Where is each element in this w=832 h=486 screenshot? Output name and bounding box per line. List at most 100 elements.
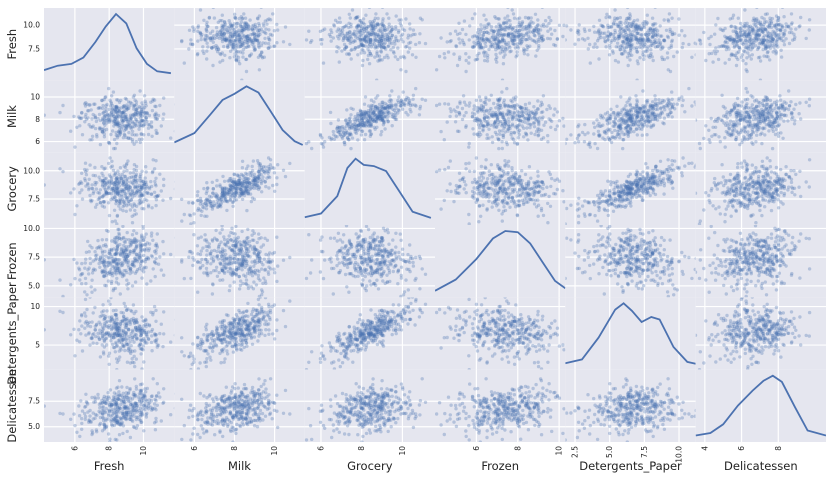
scatter-point [771, 37, 775, 41]
scatter-point [140, 107, 144, 112]
scatter-point [233, 16, 238, 21]
scatter-point [498, 28, 502, 32]
scatter-point [362, 138, 367, 142]
scatter-point [240, 30, 244, 34]
scatter-point [500, 27, 504, 31]
scatter-point [695, 42, 698, 46]
scatter-point [133, 208, 137, 213]
scatter-point [140, 109, 144, 114]
scatter-point [235, 21, 240, 26]
scatter-point [608, 117, 613, 121]
scatter-point [496, 46, 500, 50]
scatter-point [597, 36, 601, 41]
scatter-point [771, 29, 775, 33]
scatter-point [139, 113, 143, 118]
scatter-point [245, 186, 250, 190]
scatter-point [134, 164, 139, 169]
scatter-point [764, 95, 769, 100]
scatter-point [494, 110, 498, 115]
scatter-point [120, 111, 125, 115]
scatter-point [507, 24, 512, 29]
scatter-point [235, 35, 239, 40]
scatter-point [112, 108, 116, 113]
scatter-point [373, 118, 377, 122]
scatter-point [501, 37, 505, 41]
scatter-point [533, 132, 537, 137]
scatter-point [265, 176, 269, 180]
scatter-point [761, 36, 765, 40]
scatter-point [352, 32, 356, 37]
scatter-point [506, 14, 510, 18]
scatter-point [747, 116, 752, 120]
scatter-point [108, 181, 112, 186]
scatter-point [720, 118, 724, 123]
scatter-point [766, 24, 770, 28]
scatter-point [190, 42, 194, 46]
scatter-point [632, 129, 636, 134]
scatter-point [562, 200, 566, 204]
scatter-point [367, 119, 372, 124]
scatter-point [597, 28, 601, 32]
scatter-point [380, 41, 384, 45]
scatter-point [368, 117, 372, 121]
scatter-point [777, 32, 781, 37]
scatter-point [110, 220, 115, 224]
scatter-point [130, 221, 135, 225]
scatter-point [537, 31, 541, 35]
scatter-point [232, 173, 237, 177]
scatter-point [124, 117, 129, 122]
scatter-point [374, 38, 378, 42]
scatter-point [255, 177, 259, 181]
scatter-point [478, 106, 483, 111]
scatter-point [96, 190, 100, 195]
scatter-point [83, 115, 88, 119]
scatter-point [210, 207, 215, 211]
scatter-point [738, 26, 742, 31]
scatter-point [609, 136, 613, 140]
scatter-point [378, 113, 383, 117]
scatter-point [196, 198, 200, 203]
scatter-point [631, 25, 635, 29]
scatter-point [343, 118, 348, 123]
scatter-point [478, 118, 482, 122]
scatter-point [354, 35, 358, 39]
scatter-point [638, 118, 642, 122]
scatter-point [214, 46, 218, 50]
scatter-point [357, 35, 361, 39]
scatter-point [244, 35, 248, 39]
scatter-point [503, 130, 507, 134]
scatter-point [645, 36, 650, 40]
scatter-point [636, 39, 641, 43]
scatter-point [499, 24, 503, 28]
scatter-point [503, 49, 507, 53]
scatter-point [630, 117, 635, 122]
scatter-point [113, 180, 117, 184]
scatter-point [493, 120, 497, 125]
scatter-point [235, 50, 239, 54]
scatter-point [732, 37, 737, 42]
scatter-point [375, 115, 380, 120]
scatter-point [116, 192, 120, 196]
cell-background [304, 152, 435, 225]
scatter-point [761, 112, 765, 116]
scatter-point [140, 169, 144, 173]
scatter-point [117, 172, 121, 177]
scatter-point [486, 38, 491, 43]
scatter-point [764, 20, 768, 24]
scatter-point [612, 35, 616, 39]
scatter-point [358, 38, 362, 43]
scatter-point [647, 28, 651, 32]
scatter-point [243, 185, 248, 189]
scatter-point [237, 180, 241, 185]
scatter-point [739, 21, 743, 26]
scatter-point [257, 176, 261, 180]
scatter-point [307, 29, 311, 33]
scatter-point [112, 114, 116, 119]
scatter-point [356, 30, 360, 35]
scatter-point [620, 130, 624, 134]
scatter-point [604, 129, 608, 133]
scatter-point [228, 26, 232, 31]
scatter-point [359, 33, 364, 38]
scatter-point [246, 34, 250, 38]
scatter-point [107, 86, 111, 91]
